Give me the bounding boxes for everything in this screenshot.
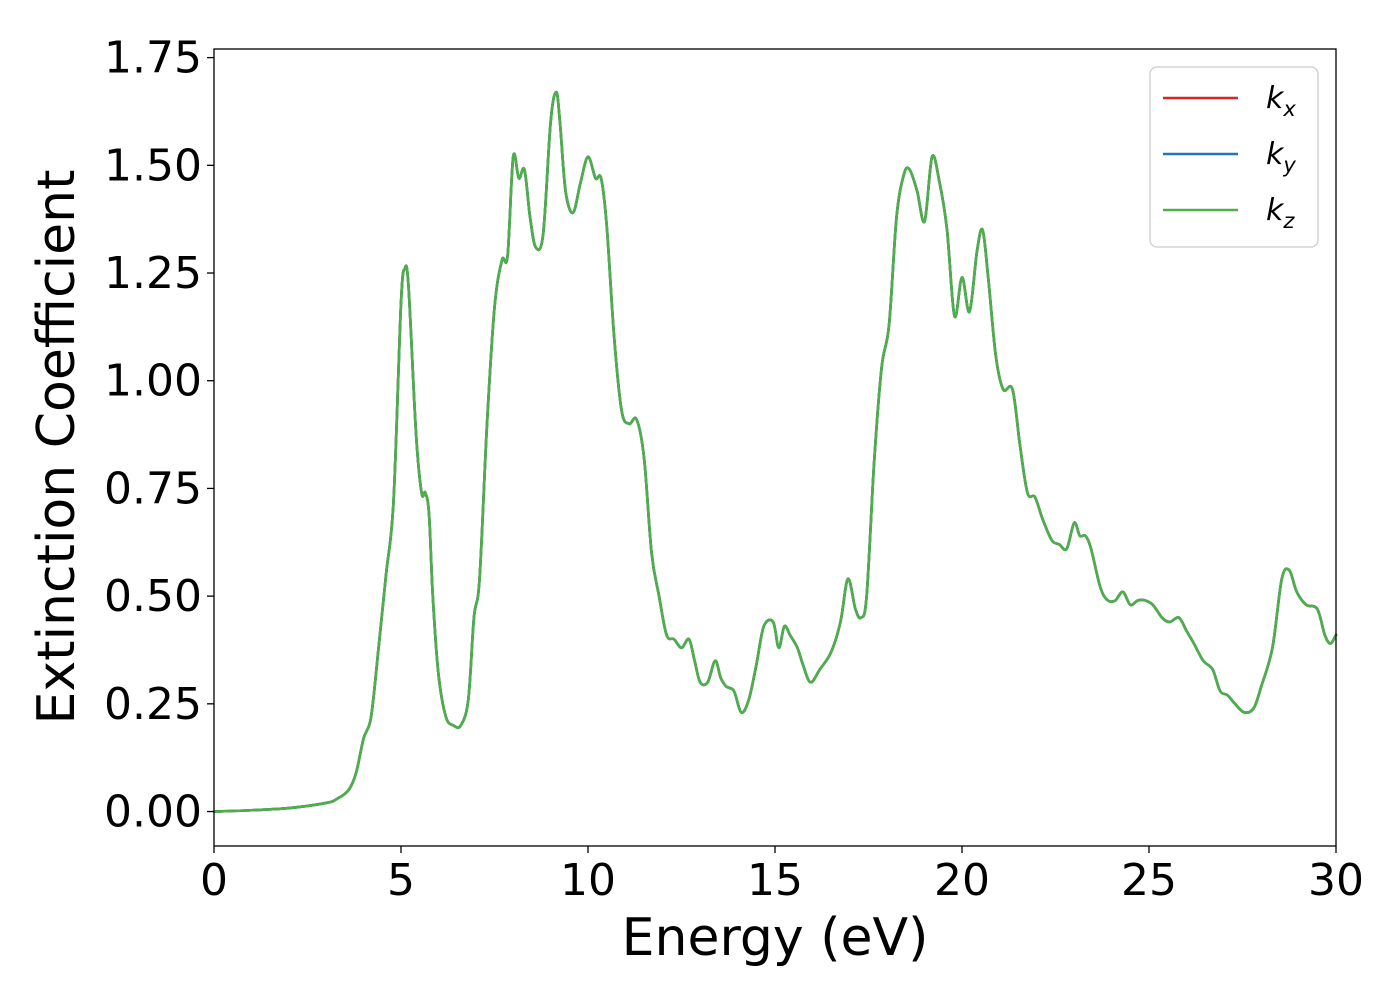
x-axis-label: Energy (eV) <box>622 908 929 968</box>
series-layer <box>212 90 1338 813</box>
x-tick-label: 25 <box>1121 855 1177 906</box>
y-axis-ticks: 0.00 0.25 0.50 0.75 1.00 1.25 1.50 1.75 <box>104 33 214 838</box>
y-tick-label: 1.00 <box>104 356 202 407</box>
series-line-kz <box>212 90 1338 813</box>
legend-label-ky: ky <box>1266 137 1296 177</box>
legend-label-kz: kz <box>1266 193 1295 233</box>
x-tick-label: 20 <box>934 855 990 906</box>
y-axis-label: Extinction Coefficient <box>27 170 87 725</box>
y-tick-label: 1.75 <box>104 33 202 84</box>
y-tick-label: 0.25 <box>104 679 202 730</box>
x-tick-label: 30 <box>1308 855 1364 906</box>
legend-box <box>1149 66 1319 248</box>
y-tick-label: 1.25 <box>104 248 202 299</box>
legend: kx ky kz <box>1149 66 1319 248</box>
plot-frame <box>213 48 1337 847</box>
y-tick-label: 0.75 <box>104 463 202 514</box>
x-tick-label: 5 <box>387 855 415 906</box>
x-tick-label: 0 <box>200 855 228 906</box>
x-axis-ticks: 0 5 10 15 20 25 30 <box>200 846 1364 906</box>
legend-entries: kx ky kz <box>1163 81 1296 233</box>
y-tick-label: 0.50 <box>104 571 202 622</box>
x-tick-label: 10 <box>560 855 616 906</box>
y-tick-label: 0.00 <box>104 787 202 838</box>
legend-label-kx: kx <box>1266 81 1296 121</box>
y-tick-label: 1.50 <box>104 140 202 191</box>
x-tick-label: 15 <box>747 855 803 906</box>
